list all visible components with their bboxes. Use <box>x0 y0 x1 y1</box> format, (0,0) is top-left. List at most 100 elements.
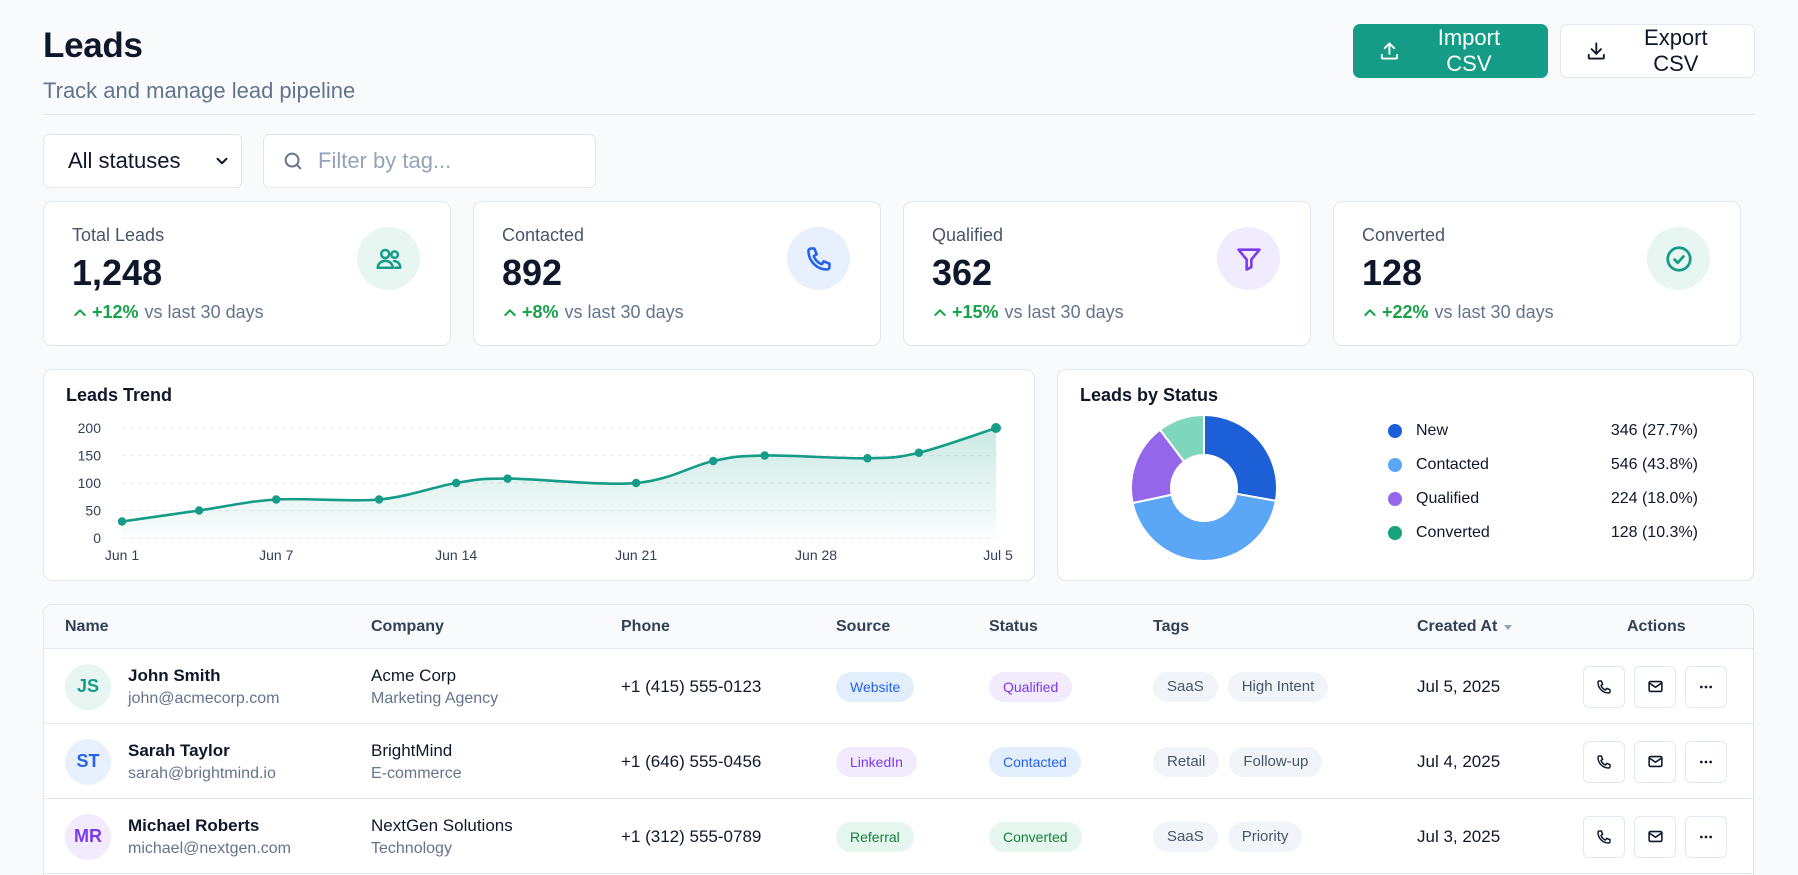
source-badge: Referral <box>836 821 914 852</box>
more-horizontal-icon <box>1700 685 1712 688</box>
table-row[interactable]: MR Michael Roberts michael@nextgen.com N… <box>44 799 1753 874</box>
company-name: NextGen Solutions <box>371 815 513 835</box>
legend-item-qualified: Qualified 224 (18.0%) <box>1388 490 1698 508</box>
avatar: JS <box>65 663 111 710</box>
more-actions-button[interactable] <box>1685 665 1727 708</box>
trend-point[interactable] <box>117 517 127 526</box>
check-circle-icon <box>1647 227 1710 290</box>
y-tick-label: 200 <box>78 420 102 436</box>
column-header-status[interactable]: Status <box>989 618 1038 635</box>
status-donut-chart <box>1130 413 1278 562</box>
trend-point[interactable] <box>631 478 641 488</box>
trend-point[interactable] <box>991 423 1001 433</box>
stat-delta-value: +12% <box>92 302 139 322</box>
avatar: ST <box>65 738 111 785</box>
call-button[interactable] <box>1583 665 1625 708</box>
y-tick-label: 150 <box>78 448 102 464</box>
legend-swatch <box>1388 424 1402 438</box>
lead-name[interactable]: Michael Roberts <box>128 815 260 835</box>
import-csv-button[interactable]: Import CSV <box>1353 24 1548 78</box>
trend-point[interactable] <box>760 451 769 460</box>
trend-point[interactable] <box>374 495 384 504</box>
upload-icon <box>1380 42 1398 60</box>
status-filter-select[interactable]: All statuses <box>43 134 242 188</box>
page-subtitle: Track and manage lead pipeline <box>43 78 356 103</box>
legend-swatch <box>1388 526 1402 540</box>
x-tick-label: Jun 14 <box>435 547 477 563</box>
trend-point[interactable] <box>194 506 204 515</box>
stat-delta-note: vs last 30 days <box>1004 302 1124 322</box>
trend-point[interactable] <box>914 448 924 457</box>
more-actions-button[interactable] <box>1685 815 1727 858</box>
column-header-name[interactable]: Name <box>65 618 109 635</box>
tag-pill: SaaS <box>1153 821 1218 852</box>
stat-value: 362 <box>932 252 993 293</box>
created-at: Jul 5, 2025 <box>1417 676 1501 696</box>
call-button[interactable] <box>1583 740 1625 783</box>
stat-label: Contacted <box>502 225 585 245</box>
trend-point[interactable] <box>451 478 461 488</box>
x-tick-label: Jul 5 <box>983 547 1013 563</box>
trend-point[interactable] <box>863 454 872 463</box>
company-name: Acme Corp <box>371 665 457 685</box>
trend-point[interactable] <box>503 474 512 483</box>
lead-name[interactable]: Sarah Taylor <box>128 740 230 760</box>
column-header-company[interactable]: Company <box>371 618 444 635</box>
tag-filter-box[interactable] <box>263 134 596 188</box>
legend-name: New <box>1416 422 1449 439</box>
more-actions-button[interactable] <box>1685 740 1727 783</box>
email-button[interactable] <box>1634 740 1676 783</box>
arrow-up-icon <box>504 308 516 316</box>
page-header: Leads Track and manage lead pipeline Imp… <box>43 24 1755 116</box>
lead-email: john@acmecorp.com <box>128 689 280 707</box>
stat-delta-value: +22% <box>1382 302 1429 322</box>
lead-phone: +1 (415) 555-0123 <box>621 676 762 696</box>
table-row[interactable]: JS John Smith john@acmecorp.com Acme Cor… <box>44 649 1753 724</box>
stat-delta-value: +15% <box>952 302 999 322</box>
arrow-up-icon <box>934 308 946 316</box>
donut-slice-contacted[interactable] <box>1131 492 1278 562</box>
mail-icon <box>1647 680 1663 693</box>
table-header: Name Company Phone Source Status Tags Cr… <box>44 605 1753 649</box>
donut-slice-converted[interactable] <box>1158 413 1205 464</box>
trend-point[interactable] <box>272 495 281 504</box>
call-button[interactable] <box>1583 815 1625 858</box>
stat-card-qualified: Qualified 362 +15% vs last 30 days <box>903 201 1311 346</box>
stat-value: 128 <box>1362 252 1423 293</box>
x-tick-label: Jun 21 <box>615 547 657 563</box>
donut-slice-new[interactable] <box>1203 413 1278 502</box>
stat-delta-note: vs last 30 days <box>564 302 684 322</box>
column-header-phone[interactable]: Phone <box>621 618 670 635</box>
legend-name: Converted <box>1416 524 1490 541</box>
funnel-icon <box>1217 227 1280 290</box>
tag-pill: High Intent <box>1227 671 1329 702</box>
legend-swatch <box>1388 458 1402 472</box>
table-row[interactable]: ST Sarah Taylor sarah@brightmind.io Brig… <box>44 724 1753 799</box>
legend-item-new: New 346 (27.7%) <box>1388 422 1698 440</box>
more-horizontal-icon <box>1700 835 1712 838</box>
column-header-tags[interactable]: Tags <box>1153 618 1190 635</box>
users-icon <box>357 227 420 290</box>
lead-name[interactable]: John Smith <box>128 665 221 685</box>
export-csv-button[interactable]: Export CSV <box>1560 24 1755 78</box>
stat-cards: Total Leads 1,248 +12% vs last 30 days C… <box>43 201 1741 346</box>
tag-filter-input[interactable] <box>318 148 558 174</box>
arrow-up-icon <box>1364 308 1376 316</box>
source-badge: Website <box>836 671 915 702</box>
column-header-source[interactable]: Source <box>836 618 891 635</box>
status-badge: Qualified <box>989 671 1073 702</box>
header-actions: Import CSV Export CSV <box>1353 24 1755 78</box>
email-button[interactable] <box>1634 665 1676 708</box>
stat-card-converted: Converted 128 +22% vs last 30 days <box>1333 201 1741 346</box>
company-industry: Technology <box>371 839 452 857</box>
legend-item-converted: Converted 128 (10.3%) <box>1388 524 1698 542</box>
leads-trend-title: Leads Trend <box>66 385 173 405</box>
email-button[interactable] <box>1634 815 1676 858</box>
phone-icon <box>1597 754 1611 769</box>
column-header-created-at[interactable]: Created At <box>1417 605 1513 649</box>
status-filter-value: All statuses <box>68 148 181 173</box>
tag-pill: Follow-up <box>1229 746 1323 777</box>
y-tick-label: 0 <box>93 530 101 546</box>
trend-point[interactable] <box>709 456 718 466</box>
legend-swatch <box>1388 492 1402 506</box>
